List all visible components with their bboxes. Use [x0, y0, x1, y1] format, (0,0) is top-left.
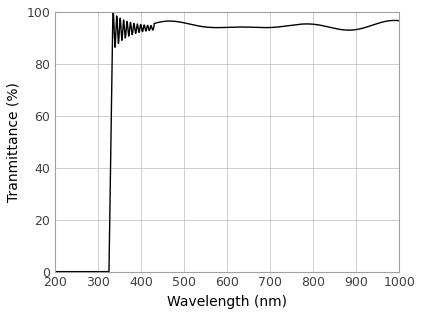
X-axis label: Wavelength (nm): Wavelength (nm)	[167, 295, 287, 309]
Y-axis label: Tranmittance (%): Tranmittance (%)	[7, 82, 21, 202]
